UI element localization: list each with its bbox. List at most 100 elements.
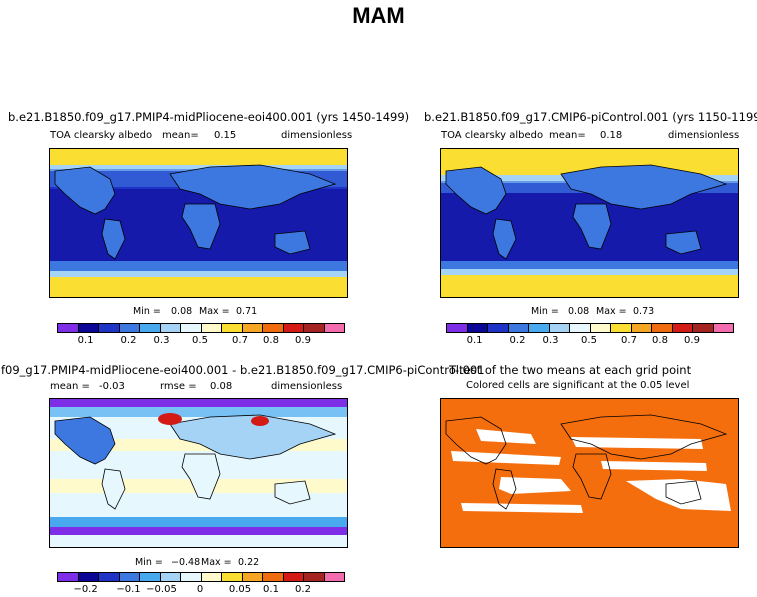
panel4-s-america: [492, 468, 517, 510]
colorbar-swatch: [570, 324, 591, 332]
panel3-max-label: Max =: [201, 557, 232, 568]
panel3-tick: 0.2: [295, 584, 311, 595]
panel1-tick: 0.3: [153, 335, 170, 346]
panel1-arctic-band: [50, 149, 347, 167]
panel3-s-america: [101, 468, 126, 510]
panel3-eurasia: [169, 414, 337, 460]
panel4-white-patch: [476, 429, 536, 444]
panel2-min-value: 0.08: [568, 306, 590, 317]
panel3-max-value: 0.22: [238, 557, 260, 568]
panel1-tick: 0.7: [232, 335, 248, 346]
colorbar-swatch: [119, 573, 140, 581]
colorbar-swatch: [119, 324, 140, 332]
panel3-continents: [54, 414, 337, 510]
colorbar-swatch: [201, 324, 222, 332]
panel3-units: dimensionless: [271, 381, 343, 392]
figure-title: MAM: [352, 3, 405, 28]
panel1-max-label: Max =: [199, 306, 230, 317]
panel2-title: b.e21.B1850.f09_g17.CMIP6-piControl.001 …: [424, 110, 757, 124]
panel1-africa: [181, 203, 221, 250]
colorbar-swatch: [201, 573, 222, 581]
colorbar-swatch: [324, 324, 344, 332]
panel2-antarctica: [441, 275, 738, 297]
panel3-title: f09_g17.PMIP4-midPliocene-eoi400.001 - b…: [1, 363, 485, 377]
panel3-hotspot-europe: [158, 413, 182, 425]
panel2-africa: [572, 203, 612, 250]
panel1-colorbar-ticks: 0.1 0.2 0.3 0.5 0.7 0.8 0.9: [57, 335, 343, 347]
colorbar-swatch: [549, 324, 570, 332]
panel4-eurasia: [560, 414, 728, 460]
panel1-mean-value: 0.15: [214, 130, 237, 141]
panel4-white-patch: [499, 477, 571, 494]
colorbar-swatch: [99, 573, 120, 581]
panel4-white-patch: [601, 461, 707, 471]
colorbar-swatch: [324, 573, 344, 581]
panel4-subtitle: Colored cells are significant at the 0.0…: [466, 380, 690, 391]
panel1-variable: TOA clearsky albedo: [50, 130, 153, 141]
colorbar-swatch: [283, 573, 304, 581]
panel2-tick: 0.3: [542, 335, 559, 346]
panel4-white-patch: [571, 437, 703, 449]
panel1-tick: 0.2: [120, 335, 137, 346]
colorbar-swatch: [631, 324, 652, 332]
panel1-min-label: Min =: [133, 306, 161, 317]
colorbar-swatch: [222, 573, 243, 581]
panel4-n-america: [445, 416, 507, 465]
panel3-n-america: [54, 416, 116, 465]
panel1-max-value: 0.71: [236, 306, 258, 317]
colorbar-swatch: [181, 573, 202, 581]
panel1-sea-ice-edge: [50, 271, 347, 279]
panel4-white-patch: [451, 451, 561, 465]
panel1-s-america: [101, 218, 126, 260]
colorbar-swatch: [693, 324, 714, 332]
panel2-mean-value: 0.18: [600, 130, 623, 141]
panel3-tick: −0.1: [116, 584, 141, 595]
panel3-min-value: −0.48: [171, 557, 201, 568]
panel3-tick: −0.2: [73, 584, 98, 595]
panel3-hotspot-asia: [251, 416, 269, 426]
panel1-tick: 0.1: [77, 335, 94, 346]
panel3-map-svg: [50, 399, 347, 547]
panel1-units: dimensionless: [281, 130, 353, 141]
panel3-rmse-value: 0.08: [210, 381, 233, 392]
panel1-map-svg: [50, 149, 347, 297]
colorbar-swatch: [140, 573, 161, 581]
panel3-antarctica: [50, 535, 347, 547]
colorbar-swatch: [488, 324, 509, 332]
colorbar-swatch: [447, 324, 468, 332]
panel4-map: [440, 398, 739, 548]
panel2-max-value: 0.73: [633, 306, 655, 317]
panel2-australia: [665, 230, 702, 255]
panel2-tick: 0.1: [466, 335, 483, 346]
colorbar-swatch: [78, 573, 99, 581]
panel3-tick: 0: [196, 584, 204, 595]
panel3-antarctic-band: [50, 527, 347, 535]
panel3-tick: −0.05: [146, 584, 177, 595]
panel2-tick: 0.9: [684, 335, 700, 346]
panel2-colorbar-ticks: 0.1 0.2 0.3 0.5 0.7 0.8 0.9: [446, 335, 732, 347]
panel3-rmse-label: rmse =: [160, 381, 197, 392]
colorbar-swatch: [304, 573, 325, 581]
panel1-antarctica: [50, 277, 347, 297]
colorbar-swatch: [529, 324, 550, 332]
panel1-n-america: [54, 166, 116, 215]
panel1-title: b.e21.B1850.f09_g17.PMIP4-midPliocene-eo…: [8, 110, 410, 124]
panel2-tick: 0.8: [652, 335, 668, 346]
panel4-nonsignificant-cells: [451, 429, 731, 513]
colorbar-swatch: [181, 324, 202, 332]
panel3-australia: [274, 480, 311, 505]
colorbar-swatch: [283, 324, 304, 332]
panel2-min-label: Min =: [531, 306, 559, 317]
panel3-tick: 0.1: [263, 584, 279, 595]
colorbar-swatch: [242, 324, 263, 332]
panel3-colorbar-ticks: −0.2 −0.1 −0.05 0 0.05 0.1 0.2: [57, 584, 343, 596]
panel3-min-label: Min =: [135, 557, 163, 568]
panel4-africa: [572, 453, 612, 500]
colorbar-swatch: [611, 324, 632, 332]
panel4-title: T-test of the two means at each grid poi…: [449, 363, 692, 377]
panel3-south-edge: [50, 517, 347, 527]
colorbar-swatch: [713, 324, 733, 332]
panel1-map: [49, 148, 348, 298]
panel2-colorbar: [446, 323, 734, 333]
panel4-map-svg: [441, 399, 738, 547]
